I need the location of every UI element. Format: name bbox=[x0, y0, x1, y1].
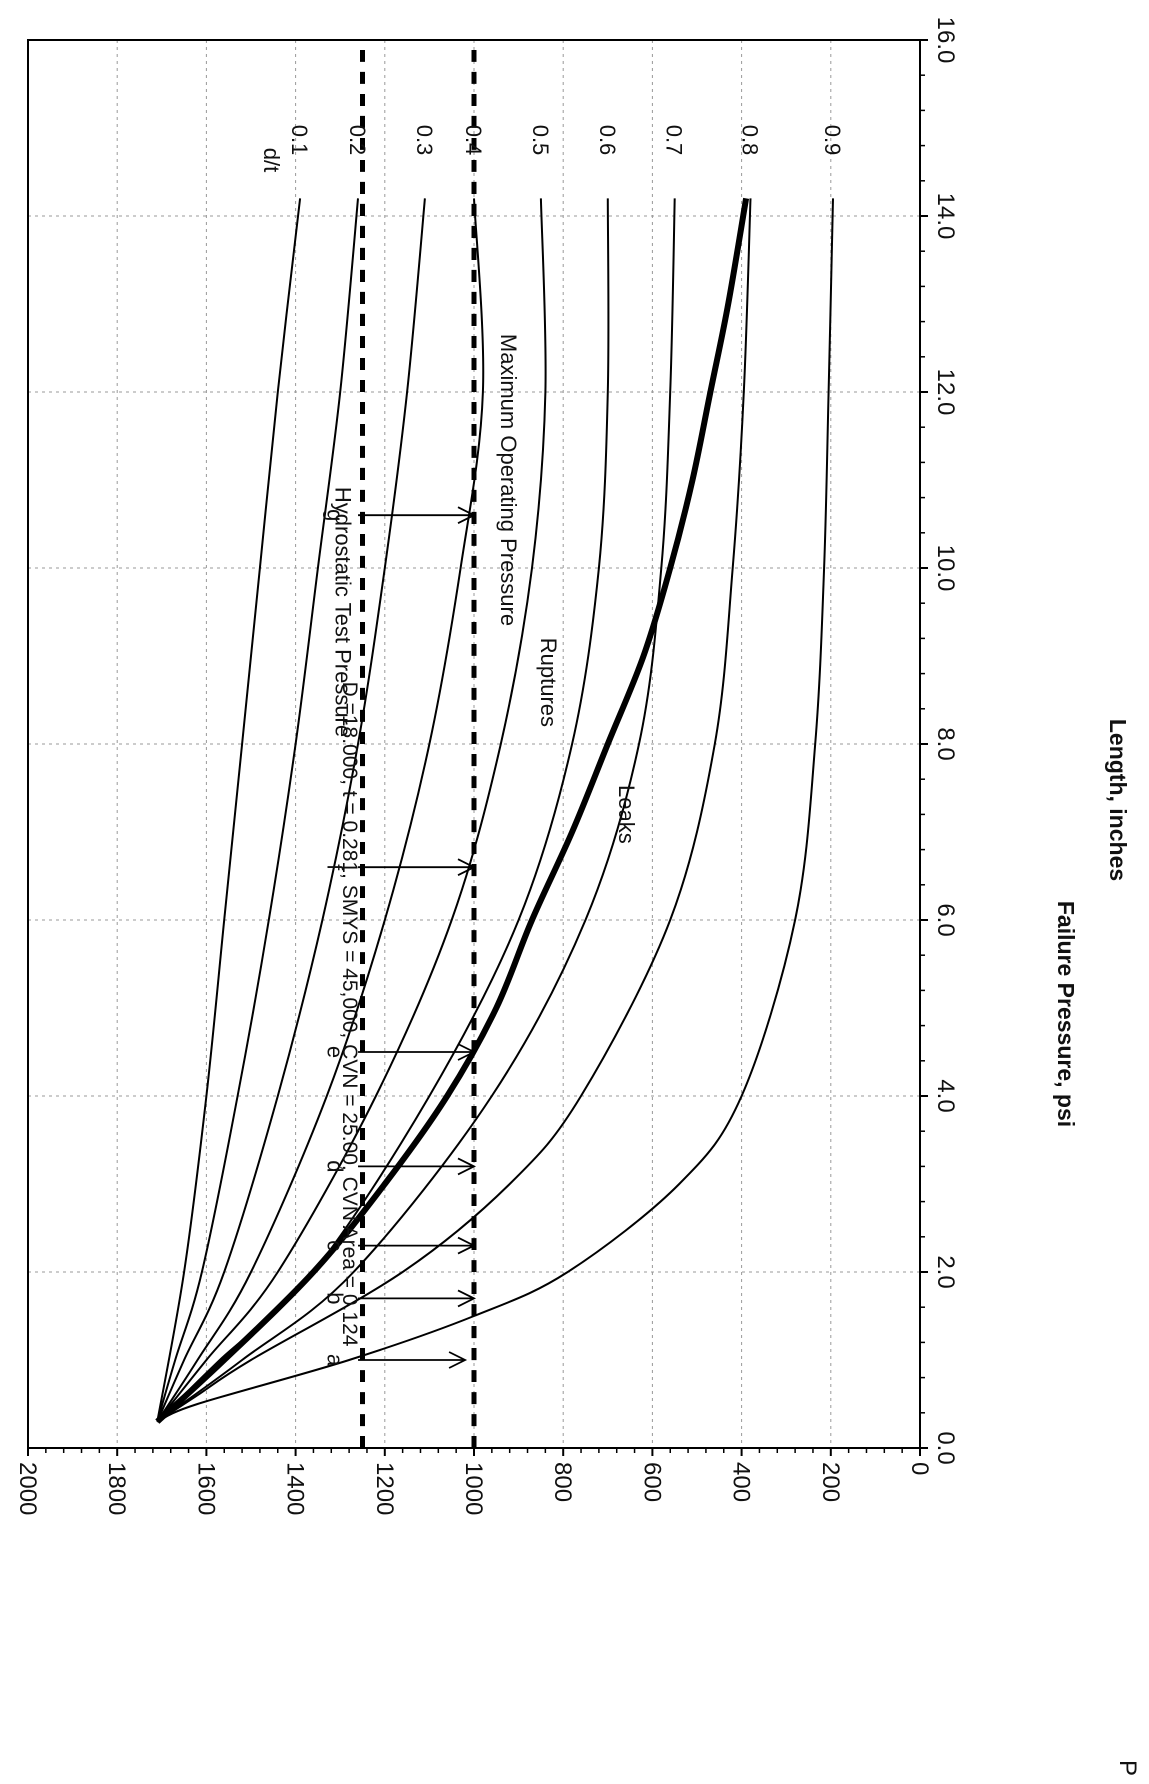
dt-label: 0.3 bbox=[412, 125, 437, 156]
y-tick-label: 600 bbox=[638, 1462, 665, 1502]
x-tick-label: 16.0 bbox=[932, 17, 959, 64]
dt-label: 0.8 bbox=[738, 125, 763, 156]
chart-title: D =18.000, t = 0.281, SMYS = 45,000, CVN… bbox=[338, 682, 361, 1347]
legend-heading: d/t bbox=[259, 148, 284, 172]
dt-label: 0.5 bbox=[528, 125, 553, 156]
x-tick-label: 8.0 bbox=[932, 727, 959, 760]
y-tick-label: 800 bbox=[549, 1462, 576, 1502]
y-tick-label: 1000 bbox=[460, 1462, 487, 1515]
x-tick-label: 10.0 bbox=[932, 545, 959, 592]
x-tick-label: 2.0 bbox=[932, 1255, 959, 1288]
y-tick-label: 0 bbox=[906, 1462, 933, 1475]
annotation-label: Leaks bbox=[614, 785, 639, 844]
annotation-label: Ruptures bbox=[536, 638, 561, 727]
marker-label: a bbox=[323, 1354, 348, 1367]
annotation-label: Maximum Operating Pressure bbox=[496, 334, 521, 626]
x-tick-label: 4.0 bbox=[932, 1079, 959, 1112]
x-tick-label: 0.0 bbox=[932, 1431, 959, 1464]
dt-label: 0.7 bbox=[662, 125, 687, 156]
y-tick-label: 200 bbox=[817, 1462, 844, 1502]
dt-label: 0.1 bbox=[287, 125, 312, 156]
dt-label: 0.2 bbox=[345, 125, 370, 156]
y-tick-label: 1600 bbox=[192, 1462, 219, 1515]
x-tick-label: 6.0 bbox=[932, 903, 959, 936]
corner-mark: P bbox=[1114, 1760, 1141, 1776]
y-tick-label: 1800 bbox=[103, 1462, 130, 1515]
x-tick-label: 12.0 bbox=[932, 369, 959, 416]
y-axis-title: Failure Pressure, psi bbox=[1053, 901, 1079, 1127]
dt-label: 0.9 bbox=[820, 125, 845, 156]
y-tick-label: 1400 bbox=[282, 1462, 309, 1515]
y-tick-label: 1200 bbox=[371, 1462, 398, 1515]
x-axis-title: Length, inches bbox=[1105, 719, 1131, 881]
dt-label: 0.6 bbox=[595, 125, 620, 156]
dt-label: 0.4 bbox=[461, 125, 486, 156]
y-tick-label: 2000 bbox=[14, 1462, 41, 1515]
x-tick-label: 14.0 bbox=[932, 193, 959, 240]
y-tick-label: 400 bbox=[728, 1462, 755, 1502]
